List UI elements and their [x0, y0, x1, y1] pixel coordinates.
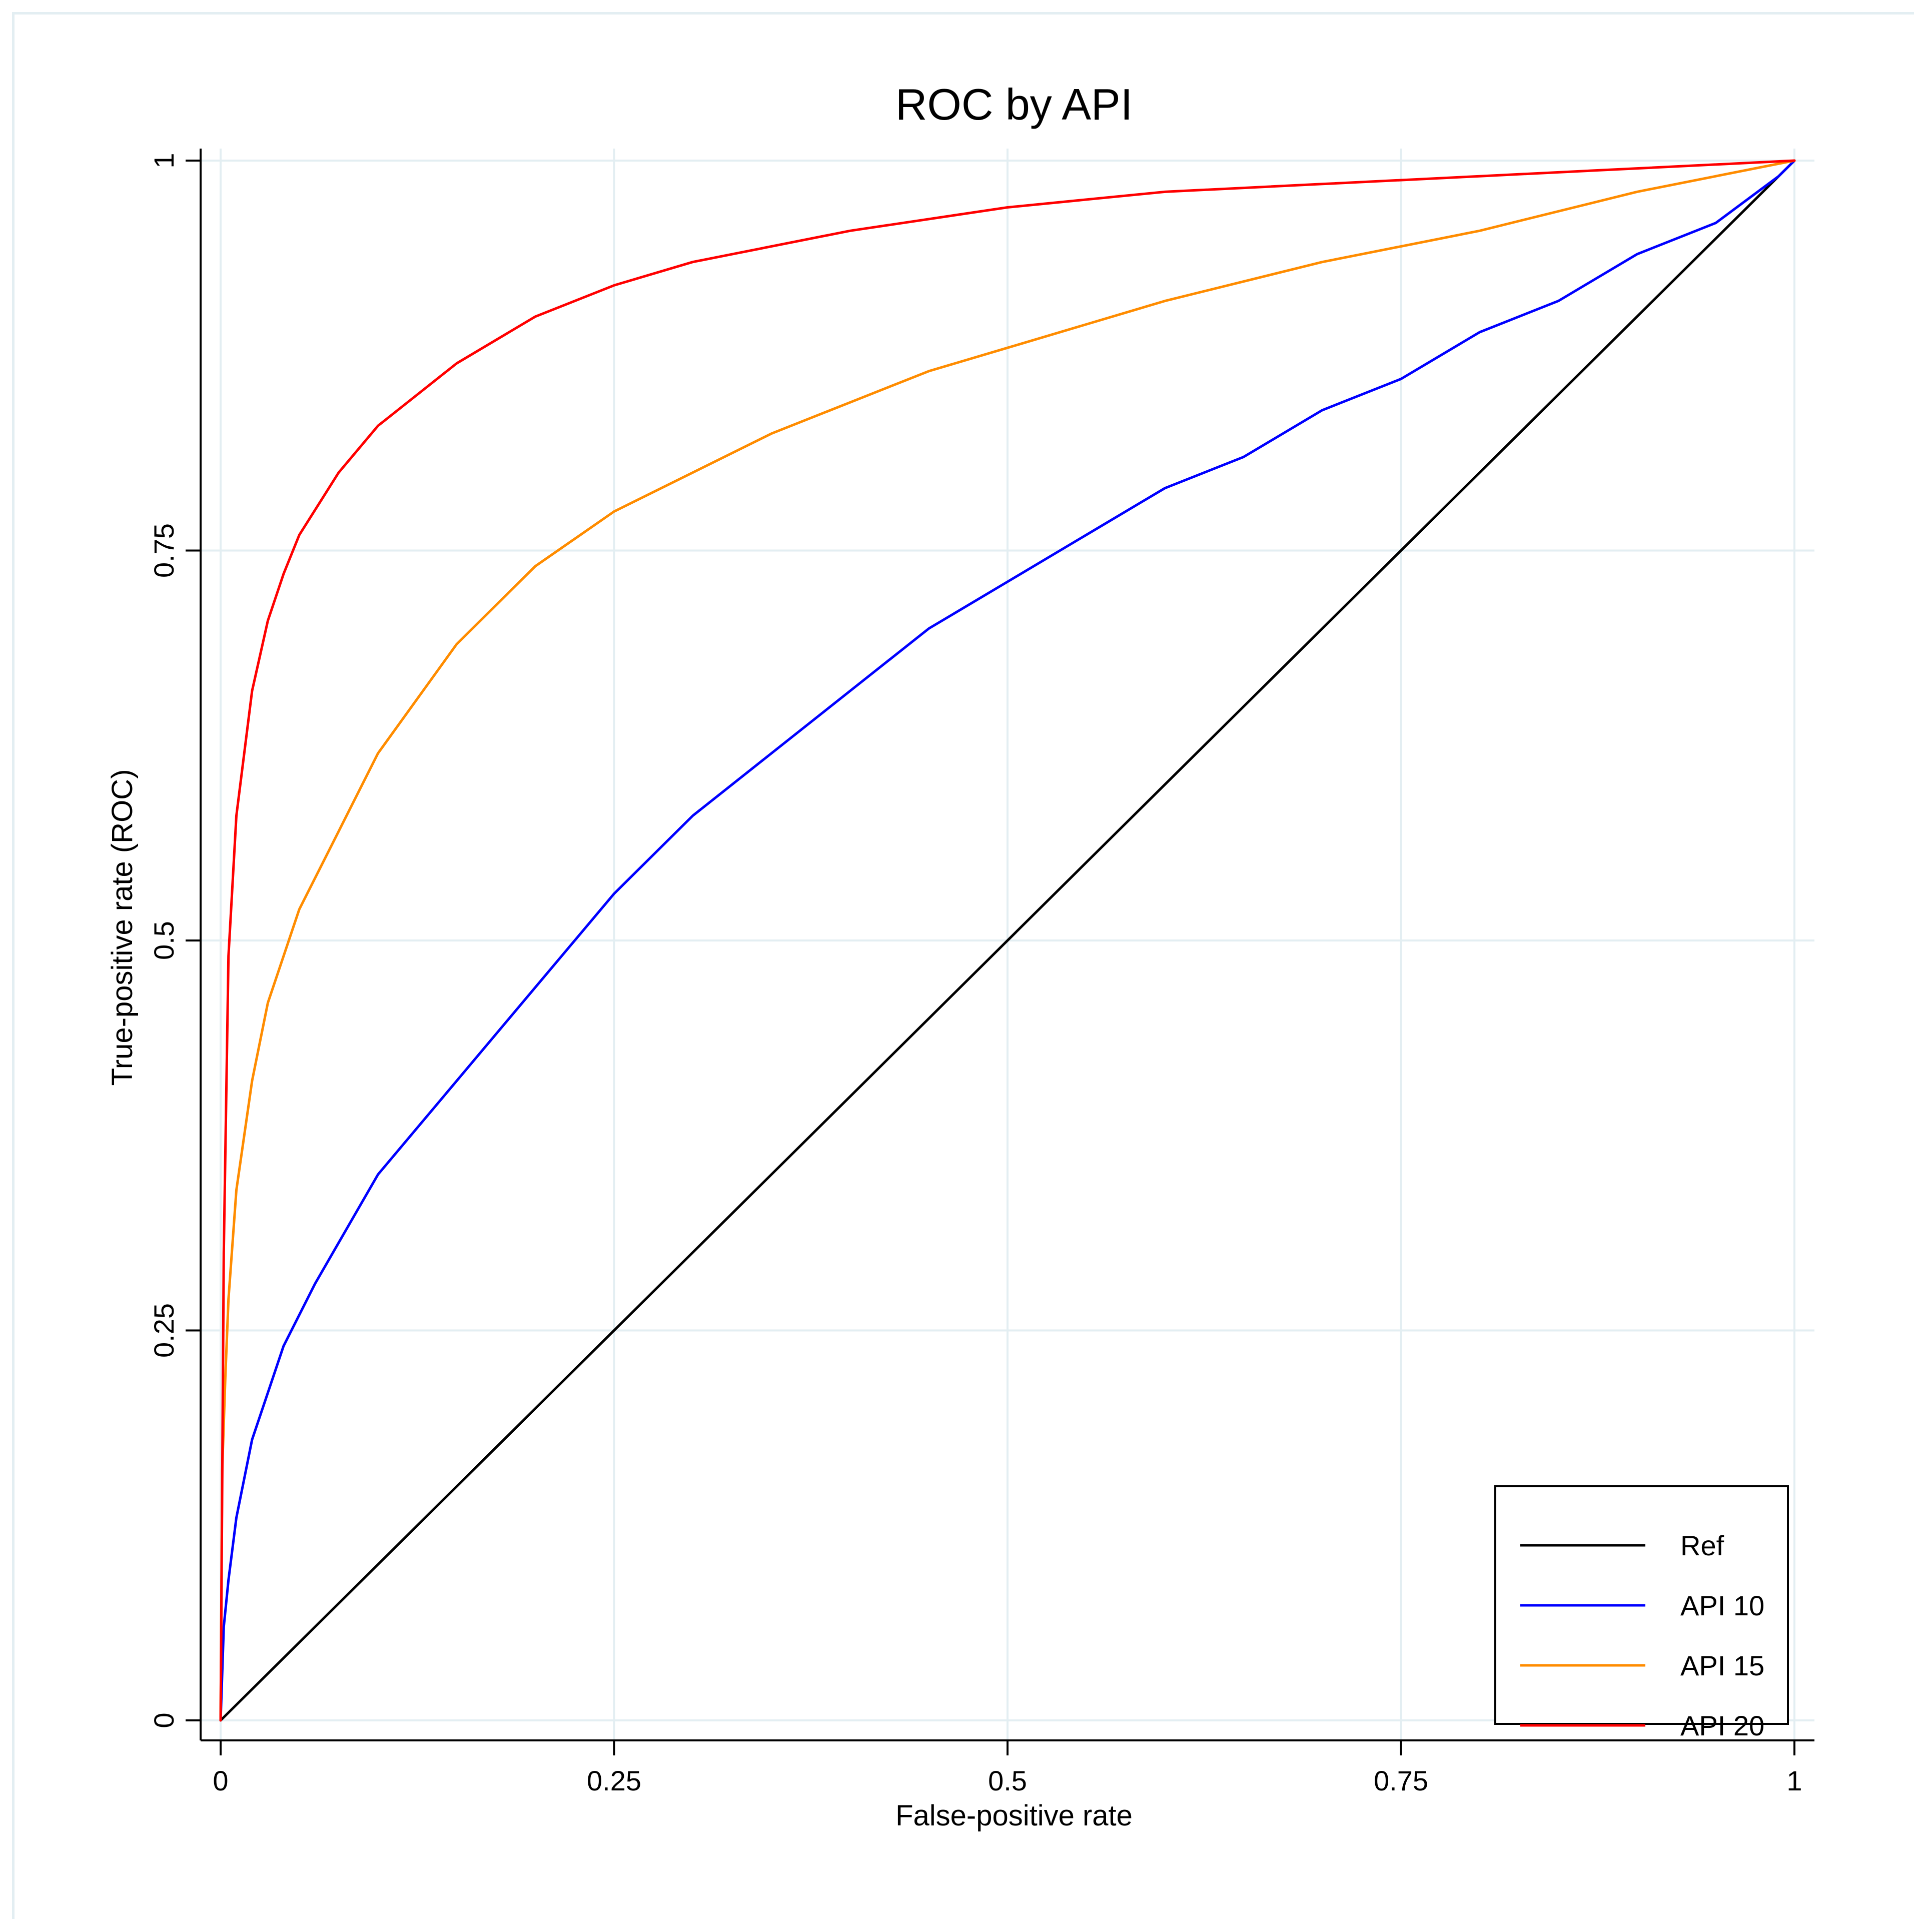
y-tick-label: 0.25: [148, 1303, 180, 1358]
grid-lines: [201, 149, 1814, 1740]
legend-label-api-15: API 15: [1680, 1650, 1764, 1681]
x-tick-label: 0: [213, 1765, 228, 1796]
roc-chart: ROC by API 0 0.25 0.5 0.75 1 0 0.25 0.5 0.75 1 F…: [15, 15, 1916, 1921]
y-tick-label: 0.5: [148, 921, 180, 960]
x-tick-label: 0.5: [988, 1765, 1027, 1796]
x-axis-title: False-positive rate: [895, 1799, 1133, 1832]
legend-label-ref: Ref: [1680, 1530, 1724, 1561]
series-line-api-10: [219, 159, 1796, 1722]
y-tick-label: 0: [148, 1712, 180, 1728]
chart-frame: ROC by API 0 0.25 0.5 0.75 1 0 0.25 0.5 0.75 1 F…: [12, 12, 1916, 1921]
x-tick-label: 0.25: [587, 1765, 641, 1796]
y-tick-label: 0.75: [148, 523, 180, 578]
y-axis-title: True-positive rate (ROC): [106, 769, 139, 1086]
y-axis-ticks: 0 0.25 0.5 0.75 1: [148, 153, 201, 1728]
y-tick-label: 1: [148, 153, 180, 168]
series-layer: [219, 159, 1796, 1722]
series-line-api-15: [219, 159, 1796, 1722]
x-axis-ticks: 0 0.25 0.5 0.75 1: [213, 1740, 1802, 1796]
legend-label-api-20: API 20: [1680, 1710, 1764, 1741]
x-tick-label: 0.75: [1374, 1765, 1428, 1796]
chart-title: ROC by API: [895, 80, 1133, 129]
series-line-api-20: [219, 159, 1796, 1722]
legend-label-api-10: API 10: [1680, 1590, 1764, 1621]
x-tick-label: 1: [1786, 1765, 1802, 1796]
series-line-ref: [219, 159, 1796, 1722]
legend: Ref API 10 API 15 API 20: [1494, 1485, 1789, 1741]
